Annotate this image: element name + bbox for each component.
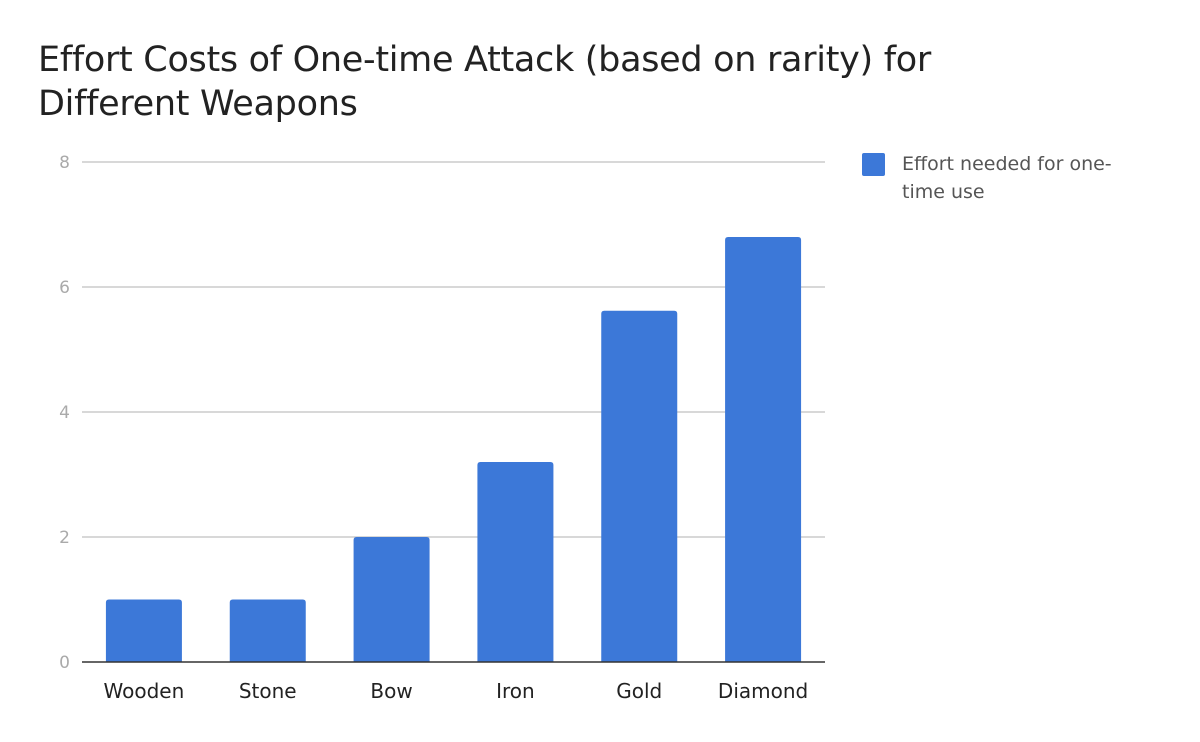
gridlines bbox=[82, 161, 825, 538]
y-tick-label: 4 bbox=[59, 403, 70, 423]
x-tick-label: Gold bbox=[616, 679, 662, 703]
x-tick-label: Stone bbox=[239, 679, 297, 703]
x-tick-label: Diamond bbox=[718, 679, 808, 703]
x-tick-label: Wooden bbox=[104, 679, 185, 703]
legend-swatch bbox=[862, 153, 885, 176]
bar-diamond bbox=[725, 237, 802, 662]
y-tick-label: 8 bbox=[59, 153, 70, 173]
y-tick-label: 2 bbox=[59, 528, 70, 548]
y-tick-label: 0 bbox=[59, 653, 70, 673]
legend-label: Effort needed for one-time use bbox=[902, 153, 1112, 203]
x-tick-label: Iron bbox=[496, 679, 535, 703]
y-tick-label: 6 bbox=[59, 278, 70, 298]
x-axis-labels: Wooden Stone Bow Iron Gold Diamond bbox=[104, 679, 809, 703]
bar-stone bbox=[229, 599, 306, 662]
bar-bow bbox=[353, 537, 430, 662]
bar-wooden bbox=[105, 599, 182, 662]
bar-gold bbox=[601, 310, 678, 662]
y-axis-ticks: 0 2 4 6 8 bbox=[59, 153, 70, 673]
x-tick-label: Bow bbox=[370, 679, 412, 703]
bar-iron bbox=[477, 462, 554, 662]
chart-title: Effort Costs of One-time Attack (based o… bbox=[38, 40, 931, 124]
bars bbox=[105, 237, 802, 662]
